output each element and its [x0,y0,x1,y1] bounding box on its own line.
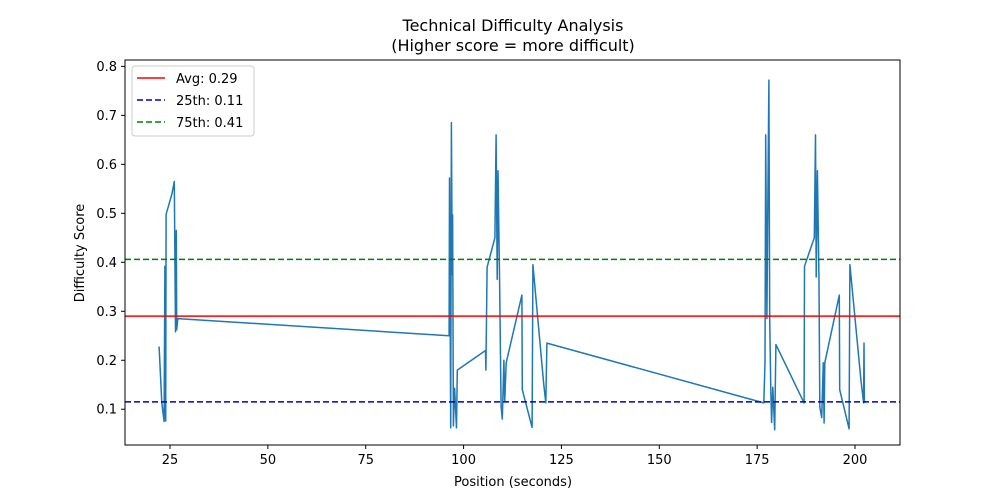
data-series-line [158,79,866,431]
y-tick-label: 0.7 [96,109,117,124]
x-tick-label: 50 [260,453,277,468]
y-axis-label: Difficulty Score [73,204,88,303]
axes-frame [124,59,901,446]
y-tick-label: 0.1 [96,403,117,418]
x-tick-label: 25 [162,453,179,468]
x-tick-label: 150 [647,453,672,468]
plot-area: 25 50 75 100 125 150 175 200 0.1 0.2 0.3 0.4 0.5 0.6 0… [96,59,901,468]
legend-label: 25th: 0.11 [176,94,243,109]
legend-label: 75th: 0.41 [176,116,243,131]
y-tick-label: 0.2 [96,354,117,369]
y-tick-label: 0.4 [96,256,117,271]
y-tick-label: 0.5 [96,207,117,222]
y-tick-label: 0.3 [96,305,117,320]
y-tick-label: 0.8 [96,60,117,75]
x-tick-label: 75 [357,453,374,468]
x-axis-label: Position (seconds) [454,475,572,490]
chart-title: Technical Difficulty Analysis [402,16,624,35]
legend-label: Avg: 0.29 [176,72,238,87]
x-tick-label: 125 [549,453,574,468]
y-tick-label: 0.6 [96,158,117,173]
x-tick-label: 100 [451,453,476,468]
x-tick-label: 200 [843,453,868,468]
legend-box [131,65,255,137]
legend: Avg: 0.29 25th: 0.11 75th: 0.41 [131,65,255,137]
x-tick-label: 175 [745,453,770,468]
chart-subtitle: (Higher score = more difficult) [391,36,635,55]
